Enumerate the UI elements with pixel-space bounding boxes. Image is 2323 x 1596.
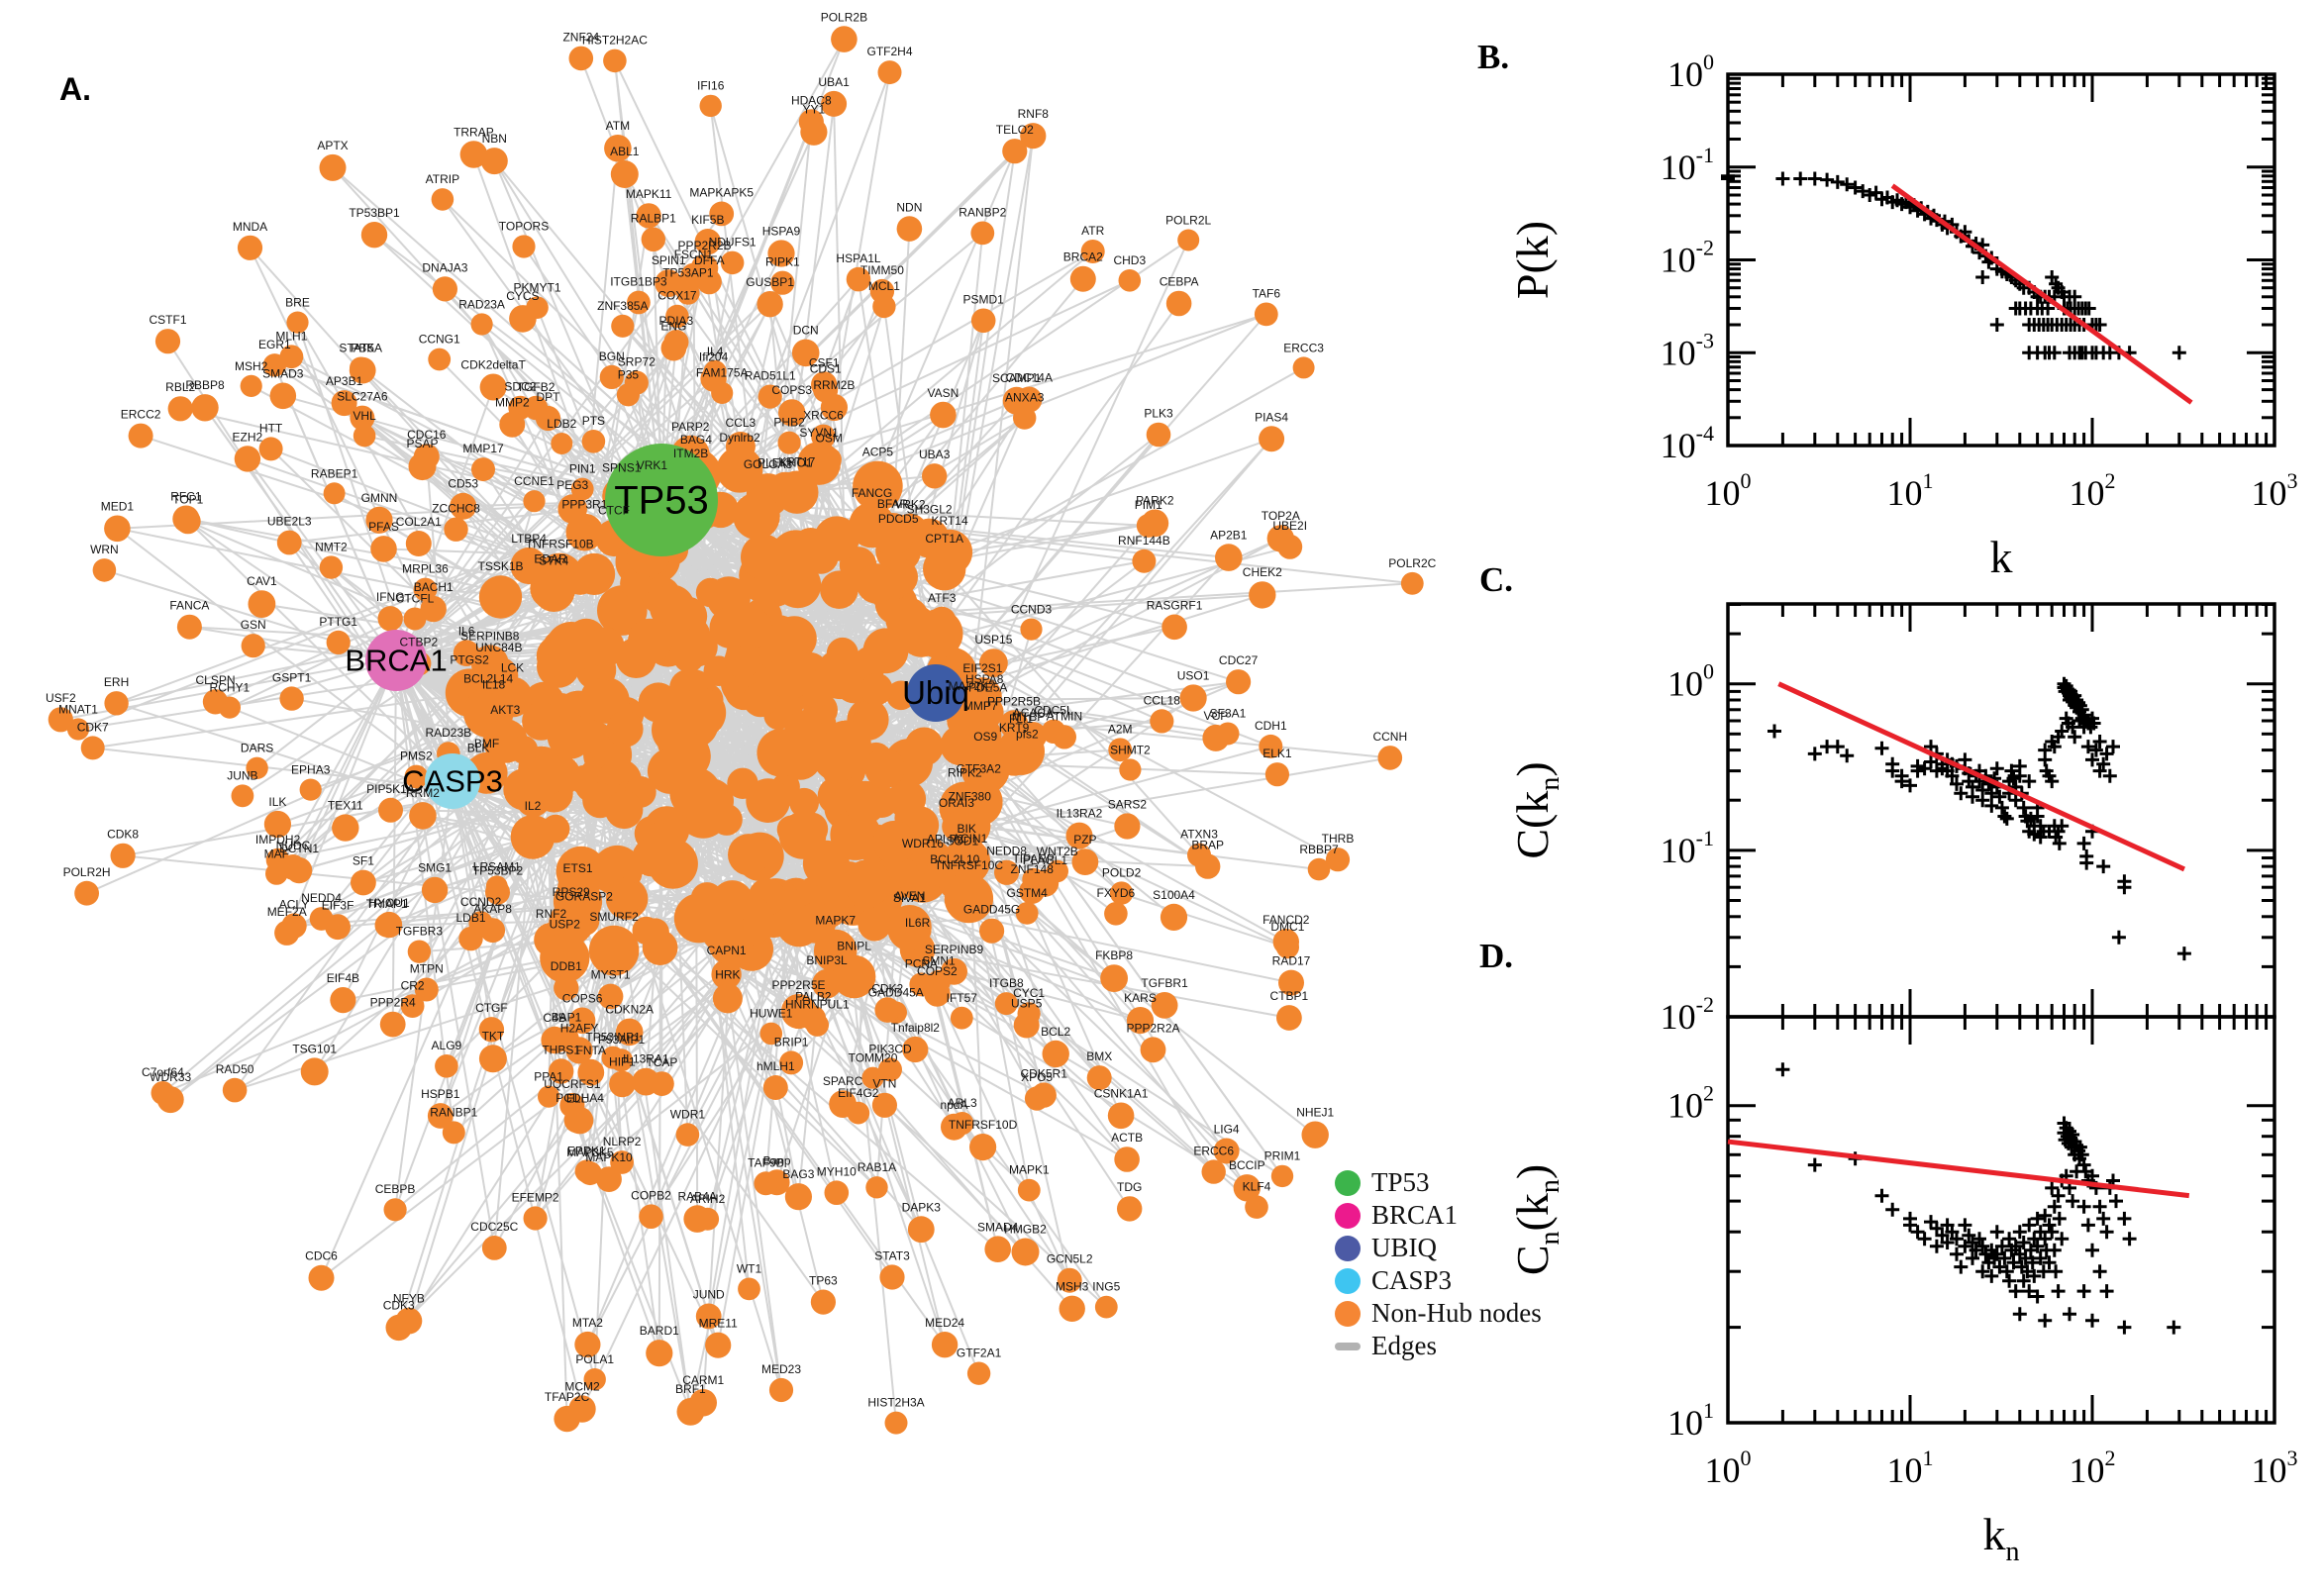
svg-text:102: 102 (2070, 1446, 2116, 1490)
svg-text:101: 101 (1887, 468, 1934, 513)
svg-text:102: 102 (2070, 468, 2116, 513)
hub-node-brca1 (365, 630, 427, 691)
ylabel-D: Cn(kn) (1507, 1164, 1566, 1275)
tp53-node-icon (1335, 1169, 1361, 1196)
xlabel-D: kn (1983, 1509, 2020, 1567)
hub-label-casp3: CASP3 (402, 764, 503, 799)
plot-B-points (1721, 168, 2186, 360)
brca1-node-icon (1335, 1202, 1361, 1229)
svg-text:100: 100 (1705, 1446, 1752, 1490)
svg-text:102: 102 (1667, 1081, 1714, 1126)
legend-label-nonhub: Non-Hub nodes (1371, 1298, 1542, 1328)
svg-text:10-2: 10-2 (1661, 236, 1714, 280)
legend-item-brca1: BRCA1 (1335, 1200, 1542, 1230)
plot-B: 100 101 102 103 100 10-1 10-2 10-3 10-4 k P(k) (1507, 50, 2298, 582)
svg-text:10-3: 10-3 (1661, 328, 1714, 372)
svg-text:103: 103 (2252, 468, 2298, 513)
plot-B-fit-line (1890, 183, 2193, 405)
panel-letter-c: C. (1479, 560, 1514, 599)
network-nodes (48, 26, 1424, 1435)
panel-letter-d: D. (1479, 937, 1514, 975)
hub-node-tp53 (605, 444, 718, 556)
legend-label-edges: Edges (1371, 1331, 1437, 1360)
hub-node-ubiq (907, 664, 964, 722)
network-graph: TP53 Ubiq BRCA1 CASP3 pfs2CTCFLRAD51L1IL13R… (46, 10, 1437, 1435)
ubiq-node-icon (1335, 1235, 1361, 1261)
svg-text:101: 101 (1887, 1446, 1934, 1490)
svg-text:103: 103 (2252, 1446, 2298, 1490)
panel-letter-b: B. (1477, 38, 1510, 76)
hub-label-ubiq: Ubiq (902, 674, 969, 711)
svg-text:10-1: 10-1 (1661, 143, 1714, 187)
legend: TP53 BRCA1 UBIQ CASP3 Non-Hub nodes Edge… (1335, 1167, 1542, 1360)
plot-C: 100 10-1 10-2 C(kn) (1507, 602, 2276, 1037)
network-panel: TP53 Ubiq BRCA1 CASP3 pfs2 CTCFL RAD51L1 IL13R… (46, 10, 1437, 1435)
network-node-labels: pfs2CTCFLRAD51L1IL13RA1WT1CTBP1TRRAPSRP7… (46, 10, 1437, 1409)
svg-text:10-4: 10-4 (1661, 421, 1714, 465)
legend-item-ubiq: UBIQ (1335, 1233, 1542, 1262)
hub-label-tp53: TP53 (614, 479, 709, 523)
legend-label-ubiq: UBIQ (1371, 1233, 1437, 1262)
svg-text:100: 100 (1667, 50, 1714, 94)
panel-letter-a: A. (59, 71, 91, 107)
svg-text:101: 101 (1667, 1398, 1714, 1443)
plot-C-fit-line (1777, 681, 2185, 872)
svg-text:100: 100 (1705, 468, 1752, 513)
ylabel-C: C(kn) (1507, 761, 1566, 858)
nonhub-node-icon (1335, 1300, 1361, 1327)
plot-C-points (1768, 676, 2191, 961)
svg-text:100: 100 (1667, 659, 1714, 704)
legend-label-casp3: CASP3 (1371, 1265, 1453, 1295)
legend-item-tp53: TP53 (1335, 1167, 1542, 1197)
hub-node-casp3 (425, 753, 480, 809)
legend-item-edges: Edges (1335, 1331, 1542, 1360)
ylabel-B: P(k) (1507, 221, 1558, 299)
svg-text:10-1: 10-1 (1661, 826, 1714, 870)
plot-D-fit-line (1727, 1139, 2190, 1199)
casp3-node-icon (1335, 1267, 1361, 1294)
legend-label-tp53: TP53 (1371, 1167, 1430, 1197)
legend-item-nonhub: Non-Hub nodes (1335, 1298, 1542, 1328)
network-hubs: TP53 Ubiq BRCA1 CASP3 (345, 444, 969, 809)
xlabel-B: k (1990, 532, 2013, 582)
hub-label-brca1: BRCA1 (345, 644, 447, 678)
edge-line-icon (1335, 1342, 1361, 1350)
svg-text:10-2: 10-2 (1661, 992, 1714, 1037)
legend-label-brca1: BRCA1 (1371, 1200, 1459, 1230)
plot-D-points (1775, 1062, 2181, 1335)
legend-item-casp3: CASP3 (1335, 1265, 1542, 1295)
